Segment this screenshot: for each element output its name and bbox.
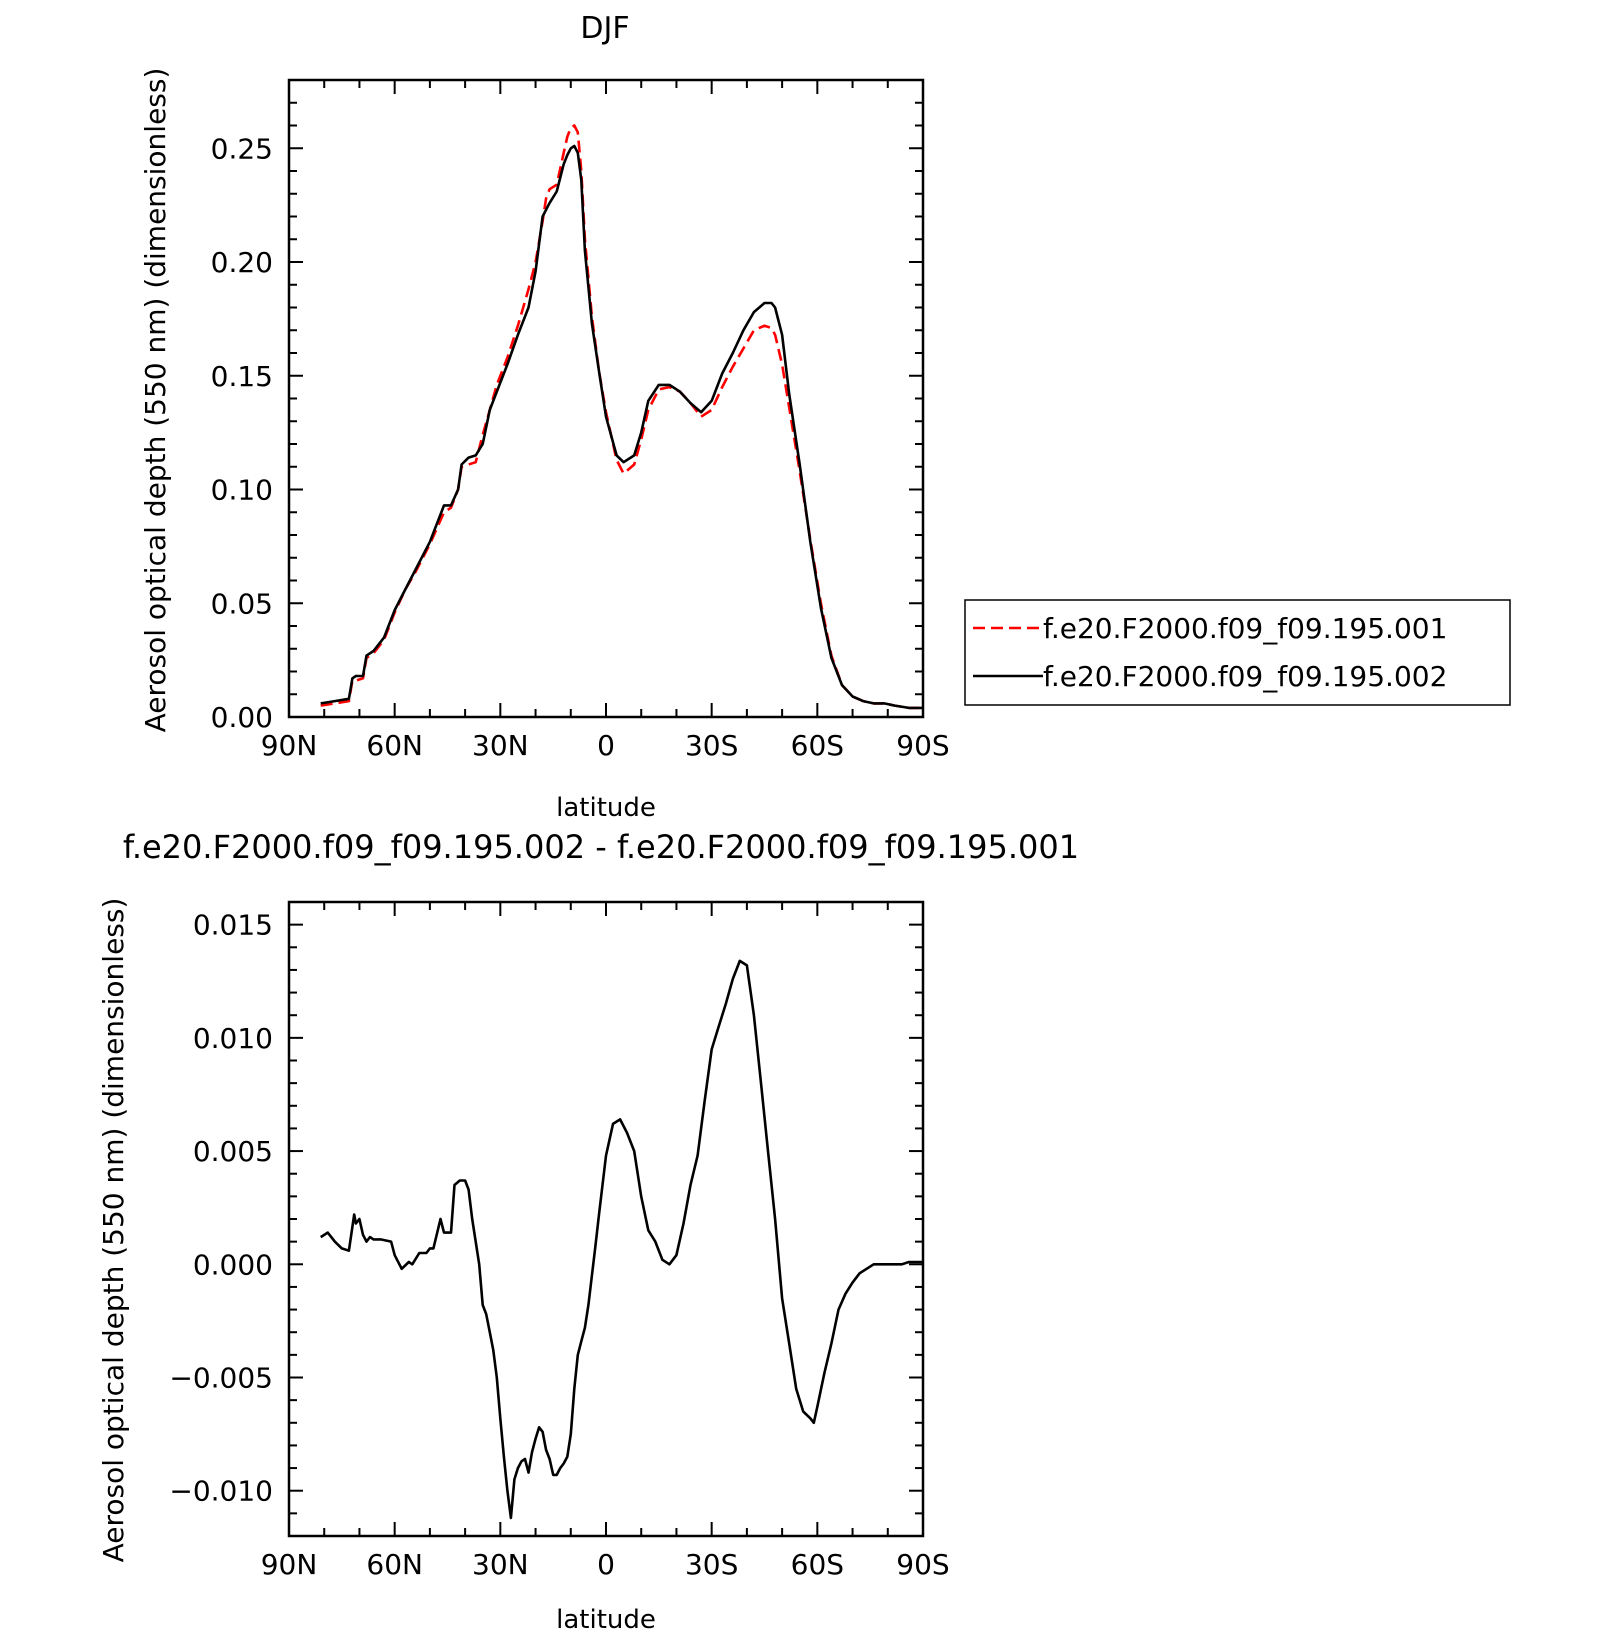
bottom-series-line-1 <box>319 959 923 1520</box>
bottom-y-tick-label: 0.010 <box>193 1022 273 1055</box>
top-x-tick-label: 30N <box>472 729 529 762</box>
legend: f.e20.F2000.f09_f09.195.001 f.e20.F2000.… <box>964 599 1511 706</box>
top-series-lines <box>320 124 923 710</box>
top-y-tick-label: 0.05 <box>211 587 273 620</box>
legend-label-series-2: f.e20.F2000.f09_f09.195.002 <box>1043 660 1447 693</box>
top-chart-title: DJF <box>580 11 629 46</box>
top-y-tick-label: 0.00 <box>211 701 273 734</box>
top-series-line-2 <box>320 144 923 710</box>
top-x-tick-label: 30S <box>685 729 738 762</box>
top-x-axis-label: latitude <box>556 793 656 823</box>
bottom-y-tick-labels: −0.010 −0.005 0.000 0.005 0.010 0.015 <box>169 909 273 1508</box>
bottom-y-tick-label: 0.005 <box>193 1135 273 1168</box>
bottom-x-tick-label: 0 <box>597 1548 615 1581</box>
bottom-panel: f.e20.F2000.f09_f09.195.002 - f.e20.F200… <box>97 828 1079 1635</box>
top-plot-frame <box>287 78 925 719</box>
bottom-plot-frame <box>287 900 925 1538</box>
bottom-x-tick-label: 30N <box>472 1548 529 1581</box>
legend-label-series-1: f.e20.F2000.f09_f09.195.001 <box>1043 612 1447 645</box>
top-y-tick-label: 0.15 <box>211 360 273 393</box>
bottom-y-tick-label: −0.010 <box>169 1475 273 1508</box>
bottom-x-tick-label: 60N <box>366 1548 423 1581</box>
bottom-x-axis-label: latitude <box>556 1605 656 1635</box>
top-series-line-1 <box>320 124 923 710</box>
top-panel: DJF 0.00 0.05 0.10 0.15 0.20 0.25 90N 60N 30N 0 3… <box>139 11 1511 823</box>
bottom-x-tick-label: 90S <box>896 1548 949 1581</box>
bottom-x-tick-label: 90N <box>261 1548 318 1581</box>
bottom-y-axis-label: Aerosol optical depth (550 nm) (dimensio… <box>97 898 130 1563</box>
top-y-axis-label: Aerosol optical depth (550 nm) (dimensio… <box>139 68 172 733</box>
top-y-tick-label: 0.10 <box>211 474 273 507</box>
bottom-chart-title: f.e20.F2000.f09_f09.195.002 - f.e20.F200… <box>123 828 1079 866</box>
top-x-tick-label: 90S <box>896 729 949 762</box>
bottom-y-tick-label: 0.000 <box>193 1248 273 1281</box>
bottom-grid-ticks <box>288 901 924 1537</box>
top-x-tick-label: 90N <box>261 729 318 762</box>
top-y-tick-labels: 0.00 0.05 0.10 0.15 0.20 0.25 <box>211 132 273 734</box>
top-x-tick-label: 60N <box>366 729 423 762</box>
bottom-series-lines <box>319 959 923 1520</box>
bottom-x-tick-labels: 90N 60N 30N 0 30S 60S 90S <box>261 1548 950 1581</box>
bottom-y-tick-label: 0.015 <box>193 909 273 942</box>
top-grid-ticks <box>288 79 924 718</box>
bottom-y-tick-label: −0.005 <box>169 1362 273 1395</box>
legend-box <box>964 599 1511 706</box>
bottom-x-tick-label: 30S <box>685 1548 738 1581</box>
bottom-x-tick-label: 60S <box>791 1548 844 1581</box>
top-x-tick-label: 0 <box>597 729 615 762</box>
top-x-tick-labels: 90N 60N 30N 0 30S 60S 90S <box>261 729 950 762</box>
top-y-tick-label: 0.25 <box>211 132 273 165</box>
top-y-tick-label: 0.20 <box>211 246 273 279</box>
top-x-tick-label: 60S <box>791 729 844 762</box>
